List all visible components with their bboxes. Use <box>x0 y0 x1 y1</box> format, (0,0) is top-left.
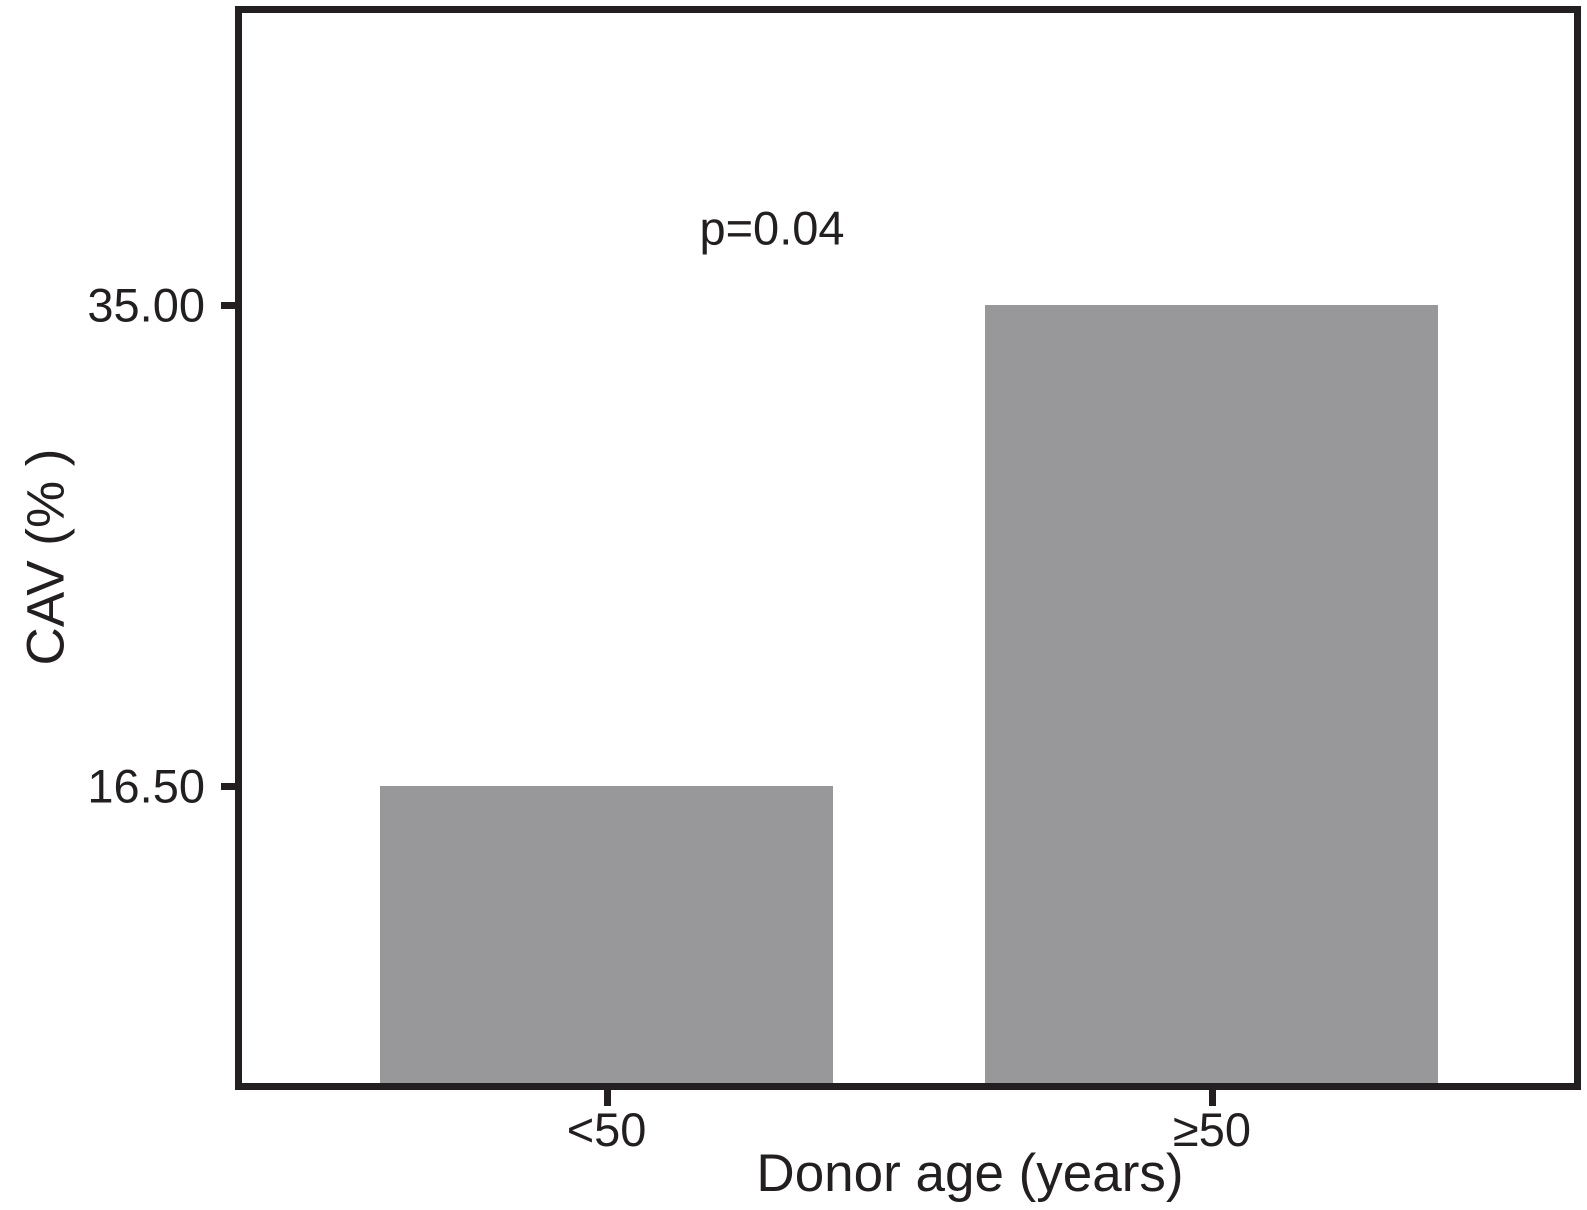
y-tick-label-0: 35.00 <box>87 278 205 332</box>
x-axis-title: Donor age (years) <box>756 1144 1184 1203</box>
plot-area <box>235 6 1581 1090</box>
x-tick-mark-0 <box>603 1090 611 1106</box>
p-value-annotation: p=0.04 <box>699 201 845 255</box>
y-tick-label-1: 16.50 <box>87 759 205 813</box>
y-tick-mark-1 <box>221 783 235 791</box>
bar-category-1 <box>985 304 1439 1083</box>
bar-category-0 <box>380 786 834 1083</box>
x-tick-mark-1 <box>1208 1090 1216 1106</box>
y-tick-mark-0 <box>221 301 235 309</box>
x-tick-label-0: <50 <box>566 1103 647 1156</box>
x-tick-label-1: ≥50 <box>1172 1103 1251 1156</box>
y-axis-title: CAV (% ) <box>16 448 76 666</box>
